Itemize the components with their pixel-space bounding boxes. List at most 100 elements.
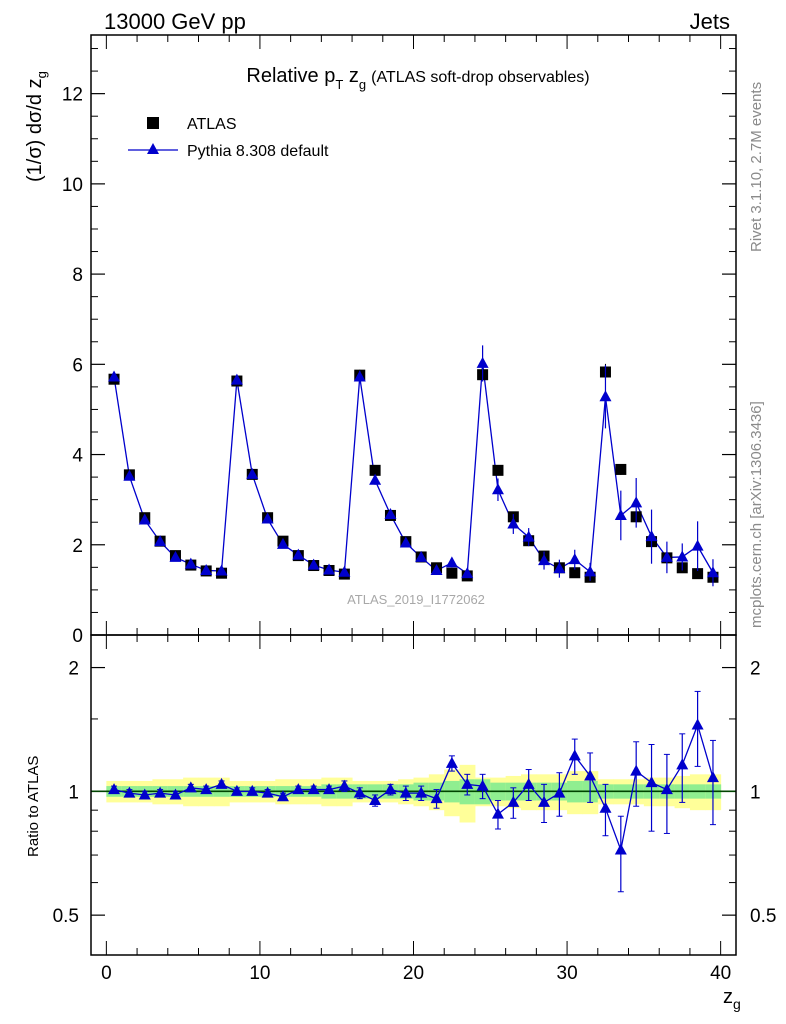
analysis-watermark: ATLAS_2019_I1772062 xyxy=(347,592,485,607)
x-axis-label-text: z xyxy=(723,986,733,1008)
pythia-point xyxy=(215,564,228,576)
ratio-pythia-point xyxy=(215,777,228,789)
legend-pythia-label: Pythia 8.308 default xyxy=(187,143,329,160)
pythia-point xyxy=(184,557,197,569)
x-axis-label-sub: g xyxy=(733,996,741,1012)
pythia-point xyxy=(645,530,658,542)
pythia-point xyxy=(445,556,458,568)
pythia-point xyxy=(307,558,320,570)
pythia-point xyxy=(507,517,520,529)
atlas-point xyxy=(369,464,381,476)
legend-atlas-label: ATLAS xyxy=(187,116,237,133)
pythia-point xyxy=(123,469,136,481)
pythia-point xyxy=(246,467,259,479)
pythia-point xyxy=(276,537,289,549)
ratio-pythia-point xyxy=(323,783,336,795)
title-tail-sub: g xyxy=(359,77,366,92)
ratio-y-tick-label-left: 2 xyxy=(68,659,79,680)
ratio-y-tick-label-right: 2 xyxy=(750,659,761,680)
pythia-point xyxy=(430,563,443,575)
ratio-y-tick-label-right: 0.5 xyxy=(750,906,776,927)
ratio-pythia-point xyxy=(430,792,443,804)
ratio-pythia-point xyxy=(353,786,366,798)
pythia-point xyxy=(491,483,504,495)
legend-atlas-marker xyxy=(147,117,159,129)
atlas-point xyxy=(492,464,504,476)
pythia-point xyxy=(154,535,167,547)
plot-title: Relative pT zg (ATLAS soft-drop observabl… xyxy=(246,65,589,92)
process-label: 13000 GeV pp xyxy=(104,9,246,34)
ratio-pythia-point xyxy=(169,788,182,800)
legend: ATLAS Pythia 8.308 default xyxy=(128,116,329,160)
ratio-pythia-point xyxy=(154,786,167,798)
ratio-pythia-point xyxy=(384,783,397,795)
pythia-point xyxy=(200,563,213,575)
pythia-point xyxy=(323,563,336,575)
pythia-point xyxy=(415,550,428,562)
main-y-tick-label: 4 xyxy=(72,446,83,467)
main-y-tick-label: 0 xyxy=(72,626,83,647)
atlas-point xyxy=(446,567,458,579)
ratio-y-tick-label-right: 1 xyxy=(750,782,761,803)
data-series xyxy=(91,345,736,893)
main-y-tick-label: 2 xyxy=(72,536,83,557)
legend-pythia-marker xyxy=(147,143,159,154)
ratio-pythia-point xyxy=(507,795,520,807)
pythia-point xyxy=(292,548,305,560)
ratio-pythia-point xyxy=(399,786,412,798)
atlas-point xyxy=(569,567,581,579)
ratio-x-tick-label: 10 xyxy=(249,963,270,984)
ratio-pythia-point xyxy=(292,783,305,795)
rivet-label: Rivet 3.1.10, 2.7M events xyxy=(748,82,765,252)
ratio-x-tick-label: 30 xyxy=(557,963,578,984)
pythia-point xyxy=(584,565,597,577)
main-y-axis-label: (1/σ) dσ/d zg xyxy=(24,71,49,182)
pythia-point xyxy=(461,567,474,579)
pythia-point xyxy=(261,512,274,524)
ratio-pythia-point xyxy=(108,783,121,795)
title-main: Relative p xyxy=(246,65,335,87)
title-tail: z xyxy=(343,65,359,87)
ratio-pythia-point xyxy=(307,783,320,795)
title-paren: (ATLAS soft-drop observables) xyxy=(371,69,589,86)
ratio-pythia-point xyxy=(230,784,243,796)
ratio-pythia-point xyxy=(461,777,474,789)
ratio-x-tick-label: 40 xyxy=(710,963,731,984)
atlas-point xyxy=(615,463,627,475)
pythia-point xyxy=(522,530,535,542)
ratio-panel-frame xyxy=(90,634,737,956)
ratio-pythia-point xyxy=(184,781,197,793)
ratio-pythia-point xyxy=(676,758,689,770)
ratio-pythia-point xyxy=(522,777,535,789)
pythia-point xyxy=(706,566,719,578)
ratio-x-tick-label: 20 xyxy=(403,963,424,984)
ratio-pythia-point xyxy=(645,776,658,788)
ratio-pythia-point xyxy=(553,786,566,798)
ratio-pythia-point xyxy=(584,769,597,781)
pythia-point xyxy=(353,370,366,382)
main-y-tick-label: 10 xyxy=(62,175,83,196)
x-axis-label: zg xyxy=(723,986,741,1012)
ratio-pythia-point xyxy=(614,843,627,855)
ratio-pythia-point xyxy=(706,771,719,783)
ratio-pythia-point xyxy=(276,790,289,802)
main-y-tick-label: 6 xyxy=(72,355,83,376)
pythia-point xyxy=(230,373,243,385)
main-y-tick-label: 12 xyxy=(62,85,83,106)
ratio-pythia-point xyxy=(538,795,551,807)
main-y-tick-label: 8 xyxy=(72,265,83,286)
title-main-sub: T xyxy=(335,77,343,92)
ratio-pythia-point xyxy=(599,801,612,813)
pythia-point xyxy=(369,473,382,485)
ratio-x-tick-label: 0 xyxy=(101,963,112,984)
pythia-point xyxy=(338,565,351,577)
pythia-point xyxy=(691,539,704,551)
ratio-pythia-point xyxy=(138,788,151,800)
pythia-point xyxy=(399,536,412,548)
pythia-point xyxy=(553,562,566,574)
ratio-y-tick-label-left: 1 xyxy=(68,782,79,803)
ratio-pythia-point xyxy=(200,783,213,795)
ratio-pythia-point xyxy=(246,784,259,796)
pythia-point xyxy=(138,513,151,525)
